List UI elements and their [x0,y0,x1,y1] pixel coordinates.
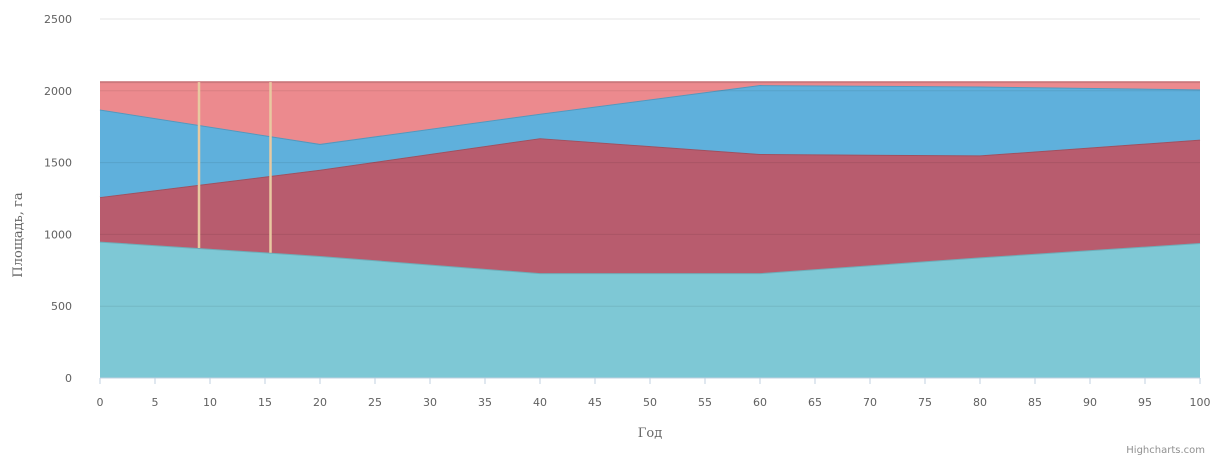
y-tick-label: 1000 [44,228,72,241]
x-tick-label: 90 [1083,396,1097,409]
x-tick-label: 60 [753,396,767,409]
x-axis-title: Год [638,426,662,441]
x-tick-label: 55 [698,396,712,409]
y-tick-label: 1500 [44,157,72,170]
area-series [99,81,1201,378]
x-tick-label: 95 [1138,396,1152,409]
x-tick-label: 65 [808,396,822,409]
x-tick-label: 20 [313,396,327,409]
x-tick-label: 10 [203,396,217,409]
x-tick-label: 45 [588,396,602,409]
x-tick-label: 30 [423,396,437,409]
y-tick-label: 2000 [44,85,72,98]
y-tick-label: 500 [51,300,72,313]
x-tick-label: 40 [533,396,547,409]
area-series-0 [100,241,1200,378]
x-tick-label: 15 [258,396,272,409]
x-tick-label: 70 [863,396,877,409]
credits-link[interactable]: Highcharts.com [1126,445,1205,456]
x-tick-label: 85 [1028,396,1042,409]
x-tick-label: 0 [97,396,104,409]
y-tick-label: 0 [65,372,72,385]
vertical-marker-lines [197,82,272,253]
x-axis-ticks: 0 5 10 15 20 25 30 35 40 45 50 55 60 65 70 75 80 85 90 95 10… [97,378,1211,409]
x-tick-label: 25 [368,396,382,409]
x-tick-label: 80 [973,396,987,409]
y-tick-label: 2500 [44,13,72,26]
x-tick-label: 5 [152,396,159,409]
x-tick-label: 100 [1190,396,1211,409]
y-axis-ticks: 0 500 1000 1500 2000 2500 [44,13,72,385]
y-axis-title: Площадь, га [11,192,26,277]
area-series-2 [100,85,1200,198]
x-tick-label: 75 [918,396,932,409]
area-series-3 [100,82,1200,144]
x-tick-label: 35 [478,396,492,409]
x-tick-label: 50 [643,396,657,409]
area-series-1 [100,138,1200,274]
